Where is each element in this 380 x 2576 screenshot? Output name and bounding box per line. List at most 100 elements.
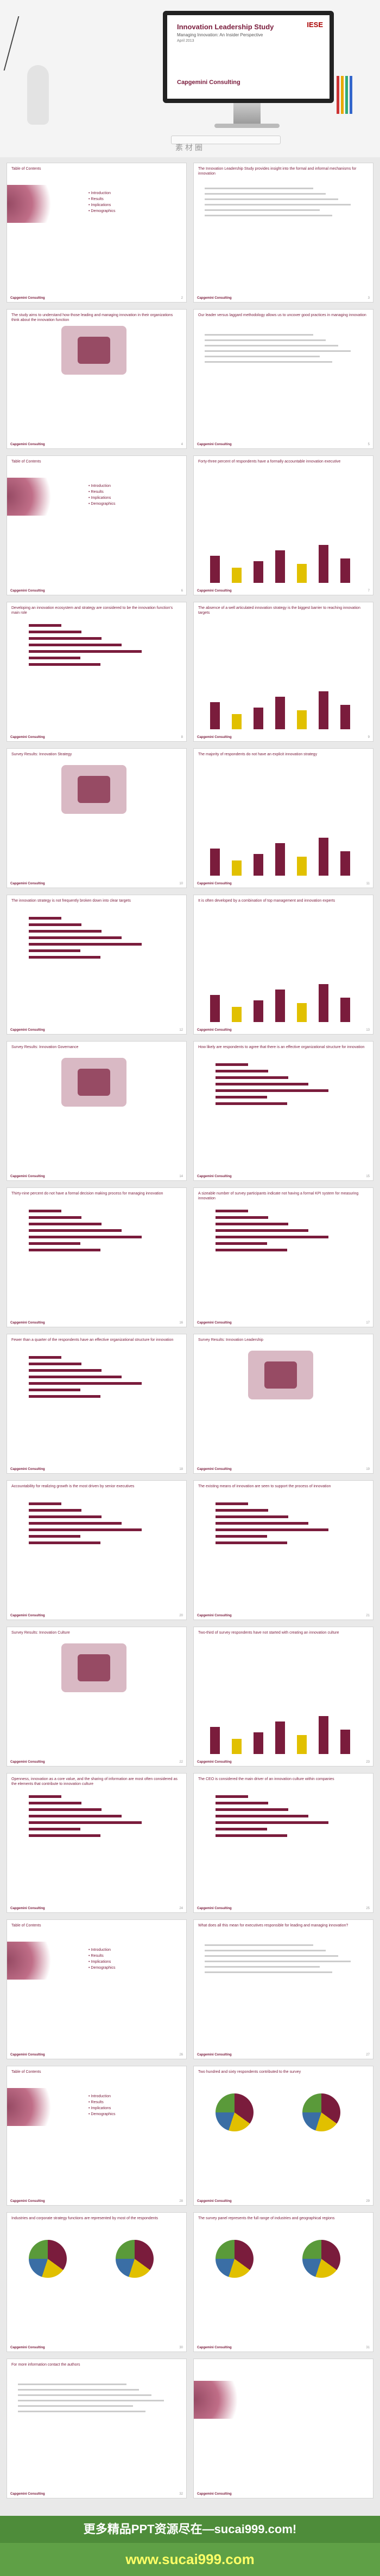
slide-thumbnail[interactable]: Openness, innovation as a core value, an… (7, 1773, 187, 1913)
slide-title: What does all this mean for executives r… (198, 1924, 349, 1928)
toc-item[interactable]: • Implications (88, 496, 111, 500)
slide-footer-brand: Capgemini Consulting (197, 1321, 232, 1325)
chart-hbar (29, 1236, 142, 1238)
chart-hbar (29, 1376, 122, 1378)
slide-page-number: 28 (179, 2200, 183, 2203)
slide-page-number: 19 (366, 1468, 370, 1471)
slide-footer-brand: Capgemini Consulting (197, 297, 232, 300)
chart-hbar (29, 1242, 80, 1245)
text-line-placeholder (18, 2384, 126, 2385)
text-line-placeholder (205, 198, 338, 200)
toc-item[interactable]: • Demographics (88, 502, 116, 506)
slide-title: Openness, innovation as a core value, an… (11, 1777, 178, 1786)
decor-pencils (337, 70, 358, 114)
toc-item[interactable]: • Introduction (88, 2095, 111, 2098)
slide-page-number: 18 (179, 1468, 183, 1471)
cover-date: April 2013 (177, 39, 194, 43)
toc-item[interactable]: • Introduction (88, 1948, 111, 1952)
slide-thumbnail[interactable]: Survey Results: Innovation Strategy Capge… (7, 748, 187, 888)
toc-item[interactable]: • Implications (88, 1960, 111, 1964)
promo-url[interactable]: www.sucai999.com (0, 2543, 380, 2576)
chart-hbar (29, 637, 102, 640)
slide-thumbnail[interactable]: The study aims to understand how those l… (7, 309, 187, 449)
slide-thumbnail[interactable]: Two hundred and sixty respondents contri… (193, 2066, 373, 2206)
chart-hbar (216, 1210, 248, 1212)
slide-footer-brand: Capgemini Consulting (197, 2053, 232, 2057)
toc-item[interactable]: • Introduction (88, 484, 111, 488)
toc-item[interactable]: • Implications (88, 2106, 111, 2110)
chart-hbar (29, 1541, 100, 1544)
slide-thumbnail[interactable]: Forty-three percent of respondents have … (193, 455, 373, 595)
toc-item[interactable]: • Implications (88, 203, 111, 207)
slide-thumbnail[interactable]: Two-third of survey respondents have not… (193, 1627, 373, 1766)
slide-page-number: 24 (179, 1907, 183, 1910)
slide-thumbnail[interactable]: Table of Contents • Introduction • Results… (7, 2066, 187, 2206)
chart-hbar (29, 1356, 61, 1359)
chart-bar (254, 1732, 263, 1754)
toc-item[interactable]: • Introduction (88, 191, 111, 195)
slide-thumbnail[interactable]: The majority of respondents do not have … (193, 748, 373, 888)
toc-item[interactable]: • Demographics (88, 2112, 116, 2116)
slide-page-number: 17 (366, 1321, 370, 1325)
slide-thumbnail[interactable]: Table of Contents • Introduction • Results… (7, 163, 187, 303)
slide-title: Two-third of survey respondents have not… (198, 1631, 339, 1635)
slide-thumbnail[interactable]: Table of Contents • Introduction • Results… (7, 1919, 187, 2059)
promo-banner[interactable]: 更多精品PPT资源尽在—sucai999.com! (0, 2516, 380, 2543)
slide-page-number: 3 (368, 297, 370, 300)
pie-chart (116, 2240, 154, 2278)
slide-thumbnail[interactable]: For more information contact the authors… (7, 2359, 187, 2498)
chart-hbar (216, 1502, 248, 1505)
slide-thumbnail[interactable]: Developing an innovation ecosystem and s… (7, 602, 187, 742)
slide-page-number: 4 (181, 443, 183, 446)
text-line-placeholder (205, 1966, 320, 1968)
slide-page-number: 25 (366, 1907, 370, 1910)
slide-page-number: 15 (366, 1175, 370, 1178)
slide-title: Table of Contents (11, 167, 41, 171)
slide-thumbnail[interactable]: How likely are respondents to agree that… (193, 1041, 373, 1181)
slide-thumbnail[interactable]: The absence of a well articulated innova… (193, 602, 373, 742)
slide-thumbnail[interactable]: Accountability for realizing growth is t… (7, 1480, 187, 1620)
toc-item[interactable]: • Results (88, 1954, 104, 1958)
slide-footer-brand: Capgemini Consulting (10, 1907, 45, 1910)
puzzle-graphic (61, 1643, 126, 1692)
slide-thumbnail[interactable]: A sizeable number of survey participants… (193, 1187, 373, 1327)
chart-hbar (29, 1535, 80, 1538)
slide-thumbnail[interactable]: What does all this mean for executives r… (193, 1919, 373, 2059)
text-line-placeholder (205, 188, 313, 189)
pie-chart (302, 2093, 340, 2131)
chart-hbar (29, 657, 80, 659)
toc-item[interactable]: • Results (88, 197, 104, 201)
partner-logo: IESE (307, 21, 323, 29)
slide-thumbnail[interactable]: It is often developed by a combination o… (193, 895, 373, 1035)
slide-page-number: 20 (179, 1614, 183, 1617)
slide-thumbnail[interactable]: The CEO is considered the main driver of… (193, 1773, 373, 1913)
toc-item[interactable]: • Demographics (88, 209, 116, 213)
slide-thumbnail[interactable]: The existing means of innovation are see… (193, 1480, 373, 1620)
chart-hbar (216, 1528, 328, 1531)
text-line-placeholder (205, 356, 320, 357)
decor-vase (27, 65, 49, 125)
toc-item[interactable]: • Results (88, 2100, 104, 2104)
slide-thumbnail[interactable]: The Innovation Leadership Study provides… (193, 163, 373, 303)
slide-thumbnail[interactable]: Survey Results: Innovation Governance Cap… (7, 1041, 187, 1181)
slide-thumbnail[interactable]: The survey panel represents the full ran… (193, 2212, 373, 2352)
slide-thumbnail[interactable]: Capgemini Consulting (193, 2359, 373, 2498)
slide-thumbnail[interactable]: Fewer than a quarter of the respondents … (7, 1334, 187, 1474)
slide-thumbnail[interactable]: Thirty-nine percent do not have a formal… (7, 1187, 187, 1327)
slide-thumbnail[interactable]: Our leader versus laggard methodology al… (193, 309, 373, 449)
toc-item[interactable]: • Demographics (88, 1966, 116, 1970)
slide-footer-brand: Capgemini Consulting (10, 1175, 45, 1178)
slide-title: Table of Contents (11, 460, 41, 464)
chart-hbar (29, 1815, 122, 1817)
slide-title: Survey Results: Innovation Strategy (11, 753, 72, 756)
text-line-placeholder (205, 1944, 313, 1946)
slide-thumbnail[interactable]: The innovation strategy is not frequentl… (7, 895, 187, 1035)
text-line-placeholder (205, 350, 351, 352)
slide-thumbnail[interactable]: Survey Results: Innovation Leadership Cap… (193, 1334, 373, 1474)
chart-bar (232, 568, 242, 583)
slide-thumbnail[interactable]: Survey Results: Innovation Culture Capgem… (7, 1627, 187, 1766)
slide-thumbnail[interactable]: Industries and corporate strategy functi… (7, 2212, 187, 2352)
slide-thumbnail[interactable]: Table of Contents • Introduction • Results… (7, 455, 187, 595)
toc-item[interactable]: • Results (88, 490, 104, 494)
slide-title: Survey Results: Innovation Culture (11, 1631, 70, 1635)
